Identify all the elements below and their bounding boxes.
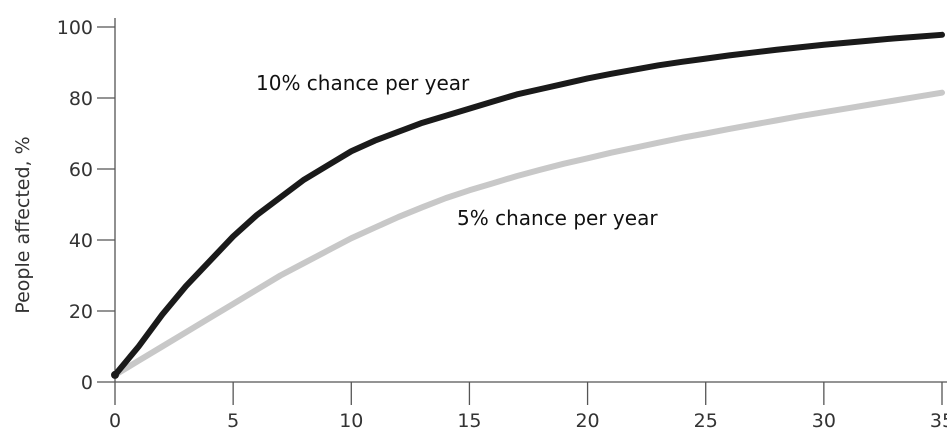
x-tick-label: 35: [930, 410, 947, 432]
y-tick-label: 0: [81, 372, 93, 394]
y-tick-label: 40: [69, 230, 93, 252]
x-tick-label: 5: [227, 410, 239, 432]
x-tick-label: 30: [812, 410, 836, 432]
y-axis: 0 20 40 60 80 100: [57, 17, 116, 394]
start-point: [111, 370, 119, 379]
series-label-5pct: 5% chance per year: [457, 206, 658, 230]
x-tick-label: 25: [694, 410, 718, 432]
x-tick-label: 15: [457, 410, 481, 432]
y-tick-label: 20: [69, 301, 93, 323]
y-tick-label: 100: [57, 17, 93, 39]
series-label-10pct: 10% chance per year: [256, 71, 470, 95]
y-tick-label: 80: [69, 88, 93, 110]
x-tick-label: 0: [109, 410, 121, 432]
x-tick-label: 20: [575, 410, 599, 432]
x-axis: 0 5 10 15 20 25 30 35: [109, 381, 947, 432]
series-line: [112, 89, 945, 378]
series-line: [112, 31, 945, 378]
series-labels: 10% chance per year 5% chance per year: [256, 71, 658, 230]
x-tick-label: 10: [339, 410, 363, 432]
y-axis-title: People affected, %: [12, 136, 34, 313]
series-layer: [111, 31, 945, 379]
y-tick-label: 60: [69, 159, 93, 181]
